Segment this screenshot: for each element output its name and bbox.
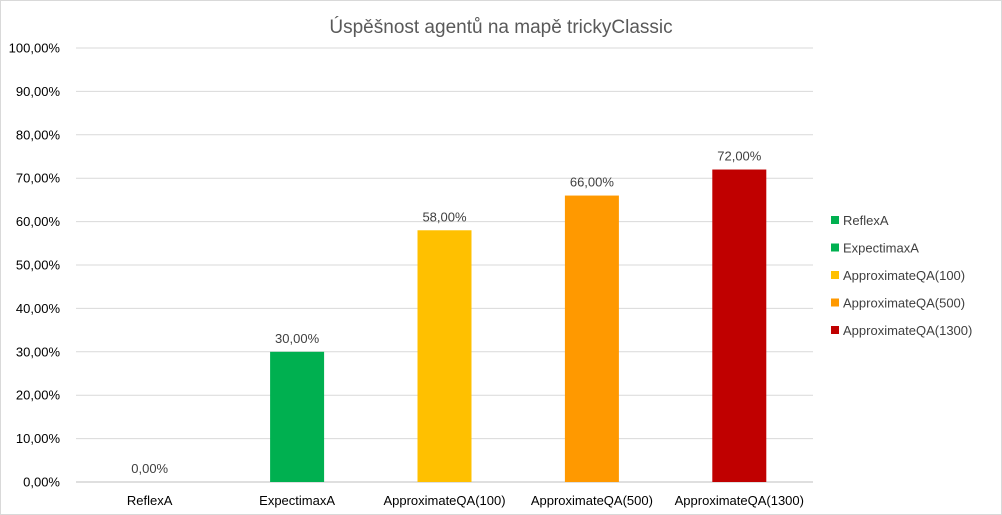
y-tick-label: 20,00% — [16, 388, 61, 403]
legend-entry: ApproximateQA(1300) — [843, 323, 972, 338]
y-tick-label: 30,00% — [16, 344, 61, 359]
legend-entry: ExpectimaxA — [843, 241, 919, 256]
legend-entry: ReflexA — [843, 213, 889, 228]
bars — [270, 169, 767, 482]
y-tick-label: 70,00% — [16, 171, 61, 186]
y-tick-label: 100,00% — [9, 41, 61, 56]
data-label: 66,00% — [570, 175, 615, 190]
legend-swatch — [831, 271, 839, 279]
y-tick-label: 0,00% — [23, 475, 60, 490]
chart-title: Úspěšnost agentů na mapě trickyClassic — [329, 16, 672, 38]
legend-swatch — [831, 216, 839, 224]
y-tick-label: 90,00% — [16, 84, 61, 99]
y-tick-label: 50,00% — [16, 258, 61, 273]
y-axis-tick-labels: 0,00% 10,00% 20,00% 30,00% 40,00% 50,00% 60,00… — [9, 41, 61, 490]
legend-entry: ApproximateQA(500) — [843, 296, 965, 311]
x-category-label: ReflexA — [127, 493, 173, 508]
bar — [270, 351, 325, 482]
x-category-label: ApproximateQA(1300) — [675, 493, 804, 508]
y-tick-label: 10,00% — [16, 431, 61, 446]
legend-swatch — [831, 326, 839, 334]
data-label: 72,00% — [717, 149, 762, 164]
legend-swatch — [831, 243, 839, 252]
bar — [712, 169, 767, 482]
data-label: 30,00% — [275, 331, 320, 346]
y-tick-label: 40,00% — [16, 301, 61, 316]
x-axis-category-labels: ReflexA ExpectimaxA ApproximateQA(100) Appr… — [127, 493, 804, 508]
x-category-label: ApproximateQA(500) — [531, 493, 653, 508]
data-label: 0,00% — [131, 461, 168, 476]
x-category-label: ApproximateQA(100) — [383, 493, 505, 508]
legend: ReflexA ExpectimaxA ApproximateQA(100) Appr… — [831, 213, 972, 338]
legend-swatch — [831, 298, 839, 307]
x-category-label: ExpectimaxA — [259, 493, 335, 508]
data-labels: 0,00% 30,00% 58,00% 66,00% 72,00% — [131, 149, 762, 476]
bar — [417, 230, 472, 482]
bar — [564, 195, 619, 482]
y-tick-label: 80,00% — [16, 127, 61, 142]
y-tick-label: 60,00% — [16, 214, 61, 229]
data-label: 58,00% — [422, 209, 467, 224]
legend-entry: ApproximateQA(100) — [843, 268, 965, 283]
